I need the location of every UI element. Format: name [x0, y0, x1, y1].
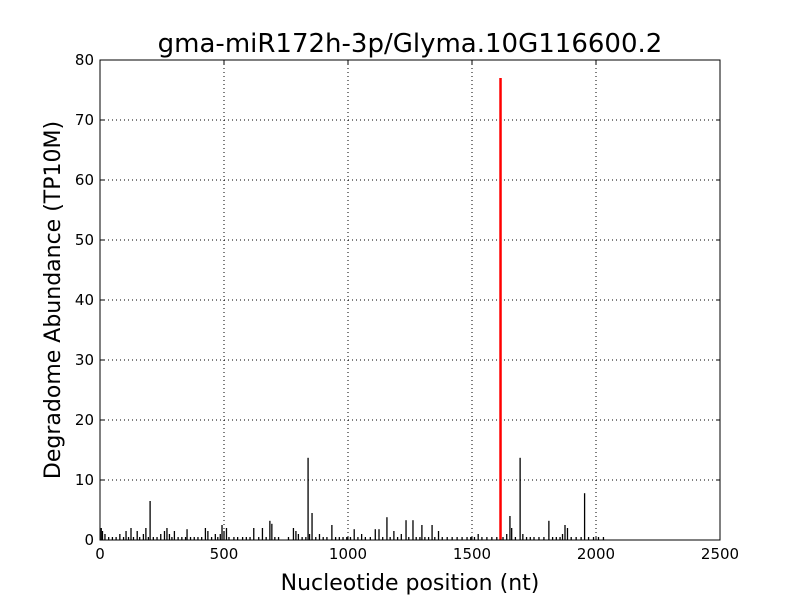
x-axis-label: Nucleotide position (nt) — [281, 571, 540, 596]
x-tick-label: 1000 — [329, 545, 367, 563]
x-tick-label: 2500 — [701, 545, 739, 563]
ticks: 0 500 1000 1500 2000 2500 0 10 20 30 40 50 60 70 80 — [75, 51, 739, 563]
y-tick-label: 70 — [75, 111, 94, 129]
y-tick-label: 40 — [75, 291, 94, 309]
y-tick-label: 20 — [75, 411, 94, 429]
y-tick-label: 10 — [75, 471, 94, 489]
x-tick-label: 2000 — [577, 545, 615, 563]
gridlines — [99, 59, 721, 541]
y-tick-label: 0 — [84, 531, 94, 549]
y-tick-label: 30 — [75, 351, 94, 369]
y-tick-label: 50 — [75, 231, 94, 249]
bars — [100, 78, 605, 540]
x-tick-label: 0 — [95, 545, 105, 563]
x-tick-label: 1500 — [453, 545, 491, 563]
chart-title: gma-miR172h-3p/Glyma.10G116600.2 — [158, 29, 663, 59]
x-tick-label: 500 — [210, 545, 239, 563]
plot-frame — [99, 59, 721, 541]
y-tick-label: 60 — [75, 171, 94, 189]
y-axis-label: Degradome Abundance (TP10M) — [41, 121, 66, 479]
y-tick-label: 80 — [75, 51, 94, 69]
